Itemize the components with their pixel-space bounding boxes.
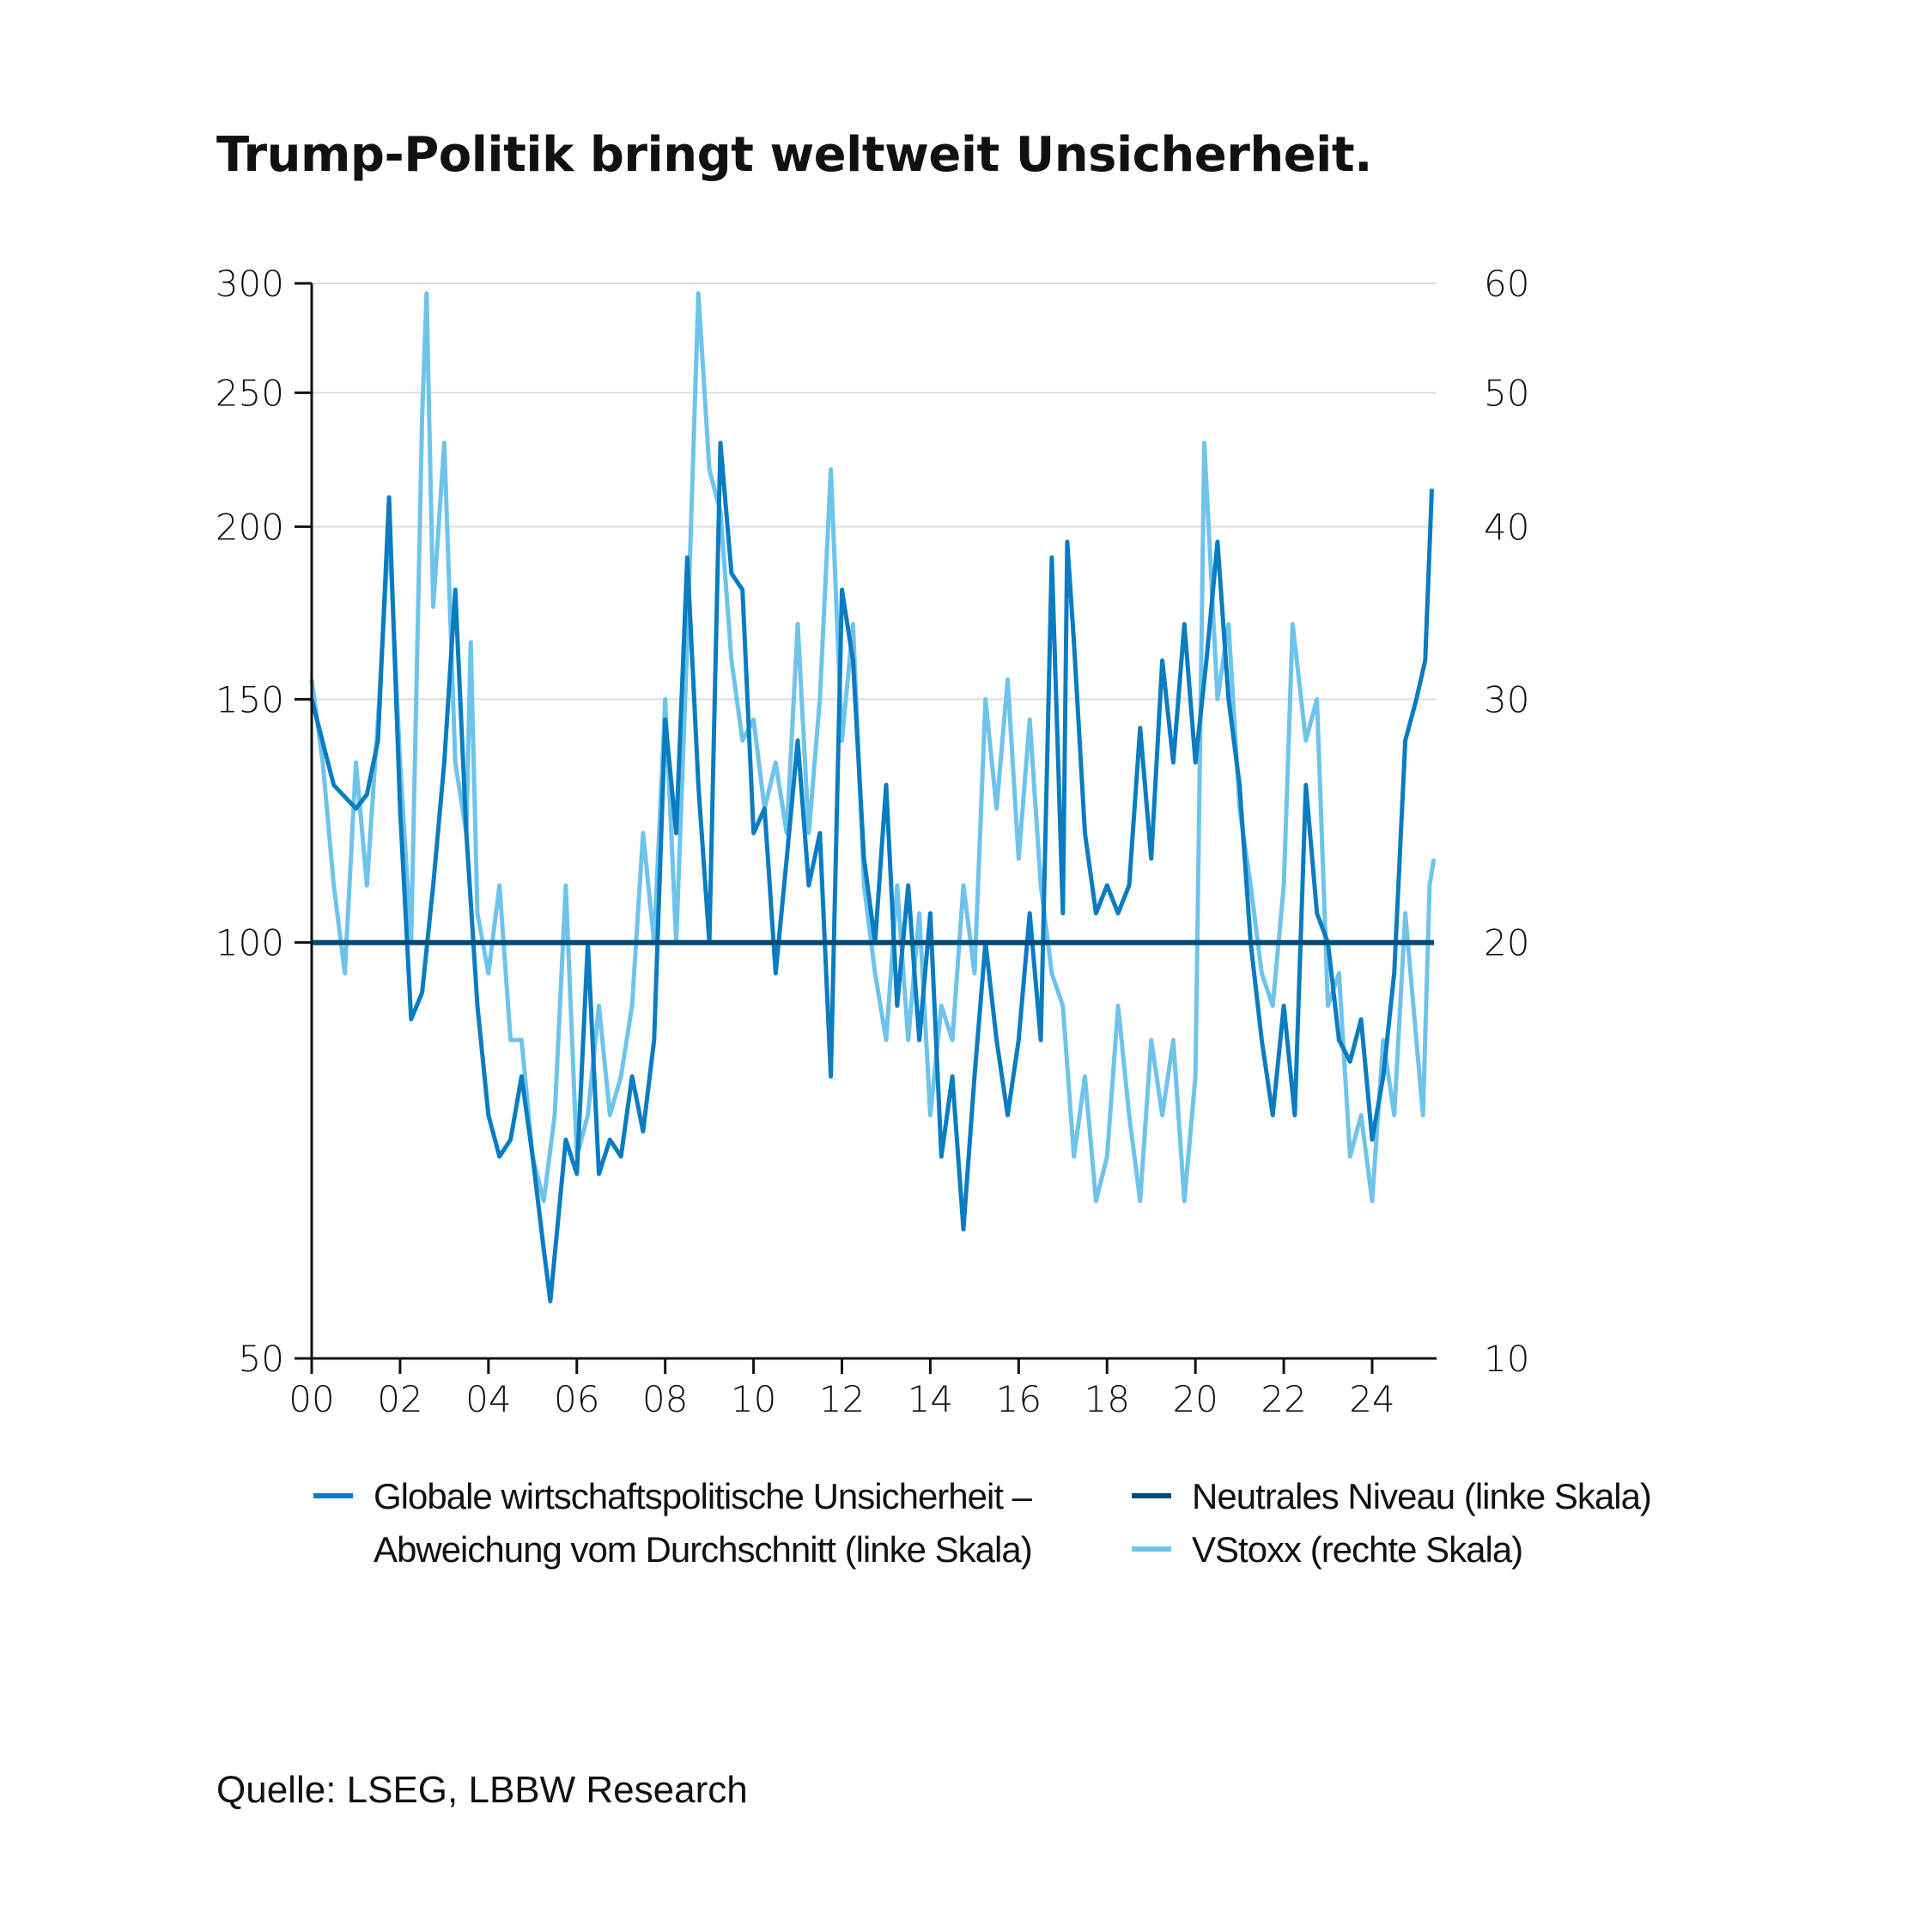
x-tick-label: 04 [465,1378,511,1420]
legend-swatch-neutral [1132,1492,1171,1498]
x-tick-label: 22 [1261,1378,1306,1420]
source-note: Quelle: LSEG, LBBW Research [216,1769,748,1811]
y-right-tick-label: 20 [1484,922,1529,964]
y-left-tick-label: 100 [216,922,284,964]
x-tick-label: 24 [1349,1378,1394,1420]
x-tick-label: 10 [731,1378,776,1420]
y-right-tick-label: 40 [1484,506,1529,548]
x-tick-label: 00 [289,1378,334,1420]
y-right-tick-label: 10 [1484,1338,1529,1380]
uncertainty-line [309,440,1434,1303]
series-lines [309,291,1437,1303]
x-tick-label: 12 [819,1378,865,1420]
legend-label: Neutrales Niveau (linke Skala) [1192,1476,1652,1516]
y-right-tick-label: 60 [1484,263,1529,305]
x-tick-label: 02 [377,1378,422,1420]
legend-swatch-vstoxx [1132,1546,1171,1552]
tick-labels: 50 100 150 200 250 300 10 20 30 40 50 60 00 02 04 06 08 1… [216,263,1530,1420]
legend-label: Globale wirtschaftspolitische Unsicherhe… [374,1476,1032,1516]
y-right-tick-label: 30 [1484,678,1529,720]
legend-label: Abweichung vom Durchschnitt (linke Skala… [374,1529,1033,1570]
y-left-tick-label: 250 [216,372,284,414]
legend-item-vstoxx: VStoxx (rechte Skala) [1132,1523,1523,1577]
legend-label: VStoxx (rechte Skala) [1192,1529,1523,1570]
x-tick-label: 08 [642,1378,688,1420]
x-tick-label: 18 [1084,1378,1130,1420]
x-tick-label: 16 [996,1378,1042,1420]
axes [295,282,1437,1374]
x-tick-label: 20 [1172,1378,1218,1420]
y-left-tick-label: 300 [216,263,284,305]
gridlines [312,283,1437,944]
y-right-tick-label: 50 [1484,372,1529,414]
y-left-tick-label: 50 [239,1338,284,1380]
legend-item-neutral: Neutrales Niveau (linke Skala) [1132,1470,1652,1523]
x-tick-label: 06 [554,1378,599,1420]
y-left-tick-label: 150 [216,678,284,720]
legend-item-uncertainty: Globale wirtschaftspolitische Unsicherhe… [313,1470,1033,1577]
y-left-tick-label: 200 [216,506,284,548]
x-tick-label: 14 [908,1378,953,1420]
legend-swatch-uncertainty [313,1492,353,1498]
chart-title: Trump-Politik bringt weltweit Unsicherhe… [216,127,1372,183]
